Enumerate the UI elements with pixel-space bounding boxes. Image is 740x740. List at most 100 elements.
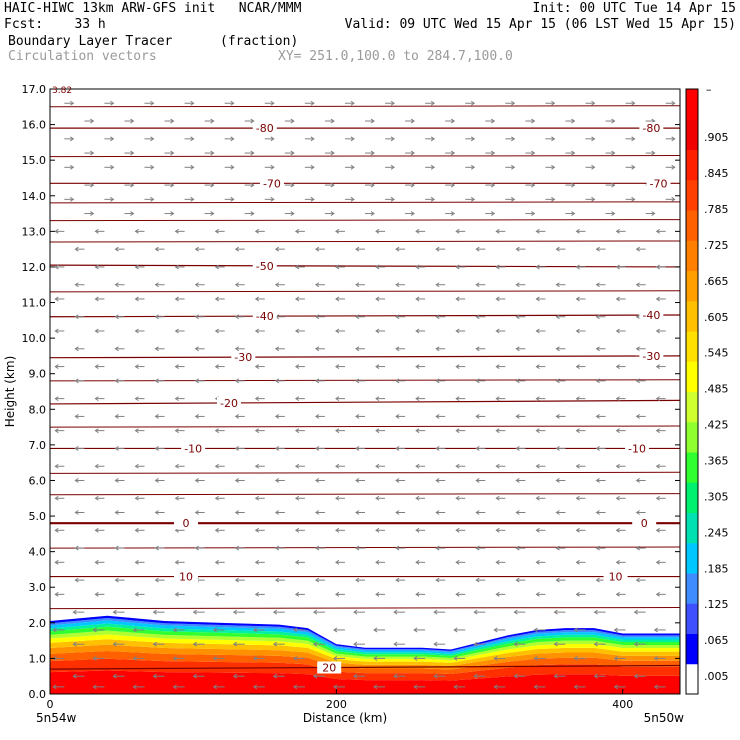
wind-vector-head bbox=[114, 246, 119, 252]
wind-vector-head bbox=[535, 264, 540, 270]
wind-vector-head bbox=[274, 378, 280, 384]
vector-title: Circulation vectors bbox=[8, 49, 157, 64]
wind-vector-head bbox=[232, 673, 238, 679]
wind-vector-head bbox=[154, 378, 159, 384]
wind-vector-head bbox=[254, 428, 260, 434]
wind-vector-head bbox=[455, 428, 460, 434]
wind-vector-head bbox=[174, 364, 179, 370]
wind-vector-head bbox=[555, 314, 560, 320]
wind-vector-head bbox=[395, 478, 400, 483]
wind-vector-head bbox=[395, 577, 400, 583]
wind-vector-head bbox=[194, 282, 199, 288]
wind-vector-head bbox=[370, 150, 375, 156]
wind-vector-head bbox=[130, 150, 135, 156]
wind-vector-head bbox=[270, 164, 275, 170]
wind-vector-head bbox=[575, 396, 580, 402]
isotherm-label-bg bbox=[252, 259, 277, 272]
wind-vector-head bbox=[595, 446, 600, 451]
wind-vector-head bbox=[535, 228, 540, 234]
tracer-band-9 bbox=[50, 620, 680, 654]
wind-vector-head bbox=[635, 246, 640, 252]
wind-vector-head bbox=[355, 413, 360, 419]
colorbar-label: .185 bbox=[704, 562, 729, 575]
wind-vector-head bbox=[234, 446, 240, 451]
wind-vector-head bbox=[393, 673, 398, 679]
wind-vector-head bbox=[90, 182, 95, 188]
wind-vector-head bbox=[655, 328, 660, 334]
colorbar-swatch bbox=[686, 482, 698, 513]
wind-vector-head bbox=[350, 196, 355, 202]
wind-vector-head bbox=[234, 282, 240, 288]
isotherm-line bbox=[50, 425, 680, 428]
wind-vector-head bbox=[274, 478, 280, 483]
wind-vector-head bbox=[170, 118, 175, 124]
wind-vector-head bbox=[575, 463, 580, 469]
colorbar-swatch bbox=[686, 603, 698, 634]
wind-vector-head bbox=[635, 413, 640, 419]
wind-vector-head bbox=[134, 591, 139, 597]
colorbar-swatch bbox=[686, 452, 698, 483]
wind-vector-head bbox=[511, 100, 516, 106]
wind-vector-head bbox=[292, 655, 298, 661]
wind-vector-head bbox=[134, 264, 139, 270]
wind-vector-head bbox=[475, 577, 480, 583]
wind-vector-head bbox=[194, 478, 199, 483]
wind-vector-head bbox=[335, 328, 340, 334]
wind-vector-head bbox=[132, 684, 137, 690]
wind-vector-head bbox=[114, 577, 119, 583]
wind-vector-head bbox=[54, 364, 59, 370]
wind-vector-head bbox=[495, 527, 500, 533]
wind-vector-head bbox=[190, 196, 195, 202]
wind-vector-head bbox=[54, 527, 59, 533]
wind-vector-head bbox=[294, 428, 300, 434]
wind-vector-head bbox=[430, 196, 436, 202]
wind-vector-head bbox=[54, 495, 59, 501]
wind-vector-head bbox=[555, 346, 560, 352]
wind-vector-head bbox=[294, 495, 300, 501]
wind-vector-head bbox=[74, 577, 79, 583]
wind-vector-head bbox=[154, 446, 159, 451]
wind-vector-head bbox=[435, 446, 440, 451]
wind-vector-head bbox=[272, 673, 278, 679]
wind-vector-head bbox=[355, 282, 360, 288]
wind-vector-head bbox=[214, 364, 219, 370]
wind-vector-head bbox=[435, 577, 440, 583]
wind-vector-head bbox=[134, 495, 139, 501]
wind-vector-head bbox=[515, 545, 520, 551]
wind-vector-head bbox=[435, 378, 440, 384]
wind-vector-head bbox=[350, 164, 355, 170]
isotherm--30 bbox=[50, 355, 680, 359]
valid-time: Valid: 09 UTC Wed 15 Apr 15 (06 LST Wed … bbox=[344, 17, 736, 32]
wind-vector-head bbox=[214, 296, 219, 302]
wind-vector-head bbox=[633, 641, 638, 647]
wind-vector-head bbox=[94, 559, 99, 565]
wind-vector-head bbox=[633, 673, 638, 679]
wind-vector-head bbox=[250, 182, 255, 188]
wind-vector-head bbox=[615, 527, 620, 533]
wind-vector-head bbox=[292, 684, 298, 690]
wind-vector-head bbox=[513, 673, 518, 679]
wind-vector-head bbox=[353, 609, 358, 615]
wind-vector-head bbox=[515, 346, 520, 352]
wind-vector-head bbox=[495, 495, 500, 501]
wind-vector-head bbox=[333, 655, 338, 661]
wind-vector-head bbox=[132, 627, 137, 633]
wind-vector-head bbox=[455, 328, 460, 334]
wind-vector-head bbox=[274, 413, 280, 419]
wind-vector-head bbox=[254, 396, 260, 402]
y-tick-label: 1.0 bbox=[29, 652, 47, 665]
wind-vector-head bbox=[551, 100, 556, 106]
wind-vector-head bbox=[435, 246, 440, 252]
wind-vector-head bbox=[172, 684, 177, 690]
wind-vector-head bbox=[595, 346, 600, 352]
colorbar-swatch bbox=[686, 512, 698, 544]
wind-vector-head bbox=[455, 591, 460, 597]
wind-vector-head bbox=[72, 673, 77, 679]
wind-vector-head bbox=[234, 314, 240, 320]
wind-vector-head bbox=[513, 641, 518, 647]
isotherm-label-bg bbox=[632, 517, 657, 530]
wind-vector-head bbox=[671, 164, 676, 170]
isotherm-label-bg bbox=[317, 661, 342, 674]
wind-vector-head bbox=[254, 559, 260, 565]
wind-vector-head bbox=[595, 378, 600, 384]
